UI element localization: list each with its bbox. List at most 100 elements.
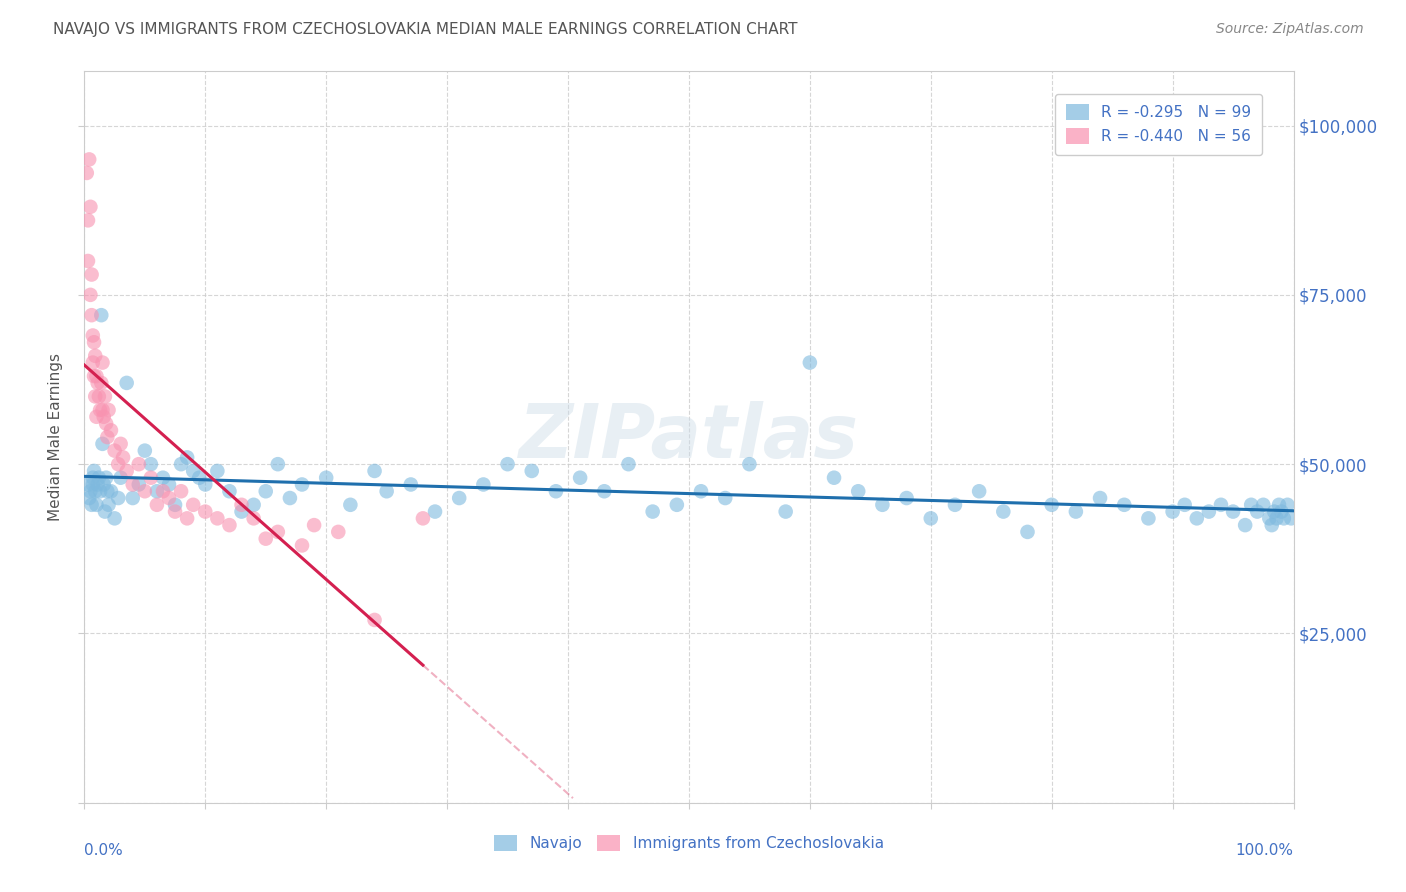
- Point: [1277, 498, 1299, 512]
- Point: [291, 477, 314, 491]
- Point: [181, 464, 204, 478]
- Point: [94, 417, 117, 431]
- Point: [107, 457, 129, 471]
- Point: [104, 443, 127, 458]
- Point: [146, 484, 169, 499]
- Point: [218, 484, 240, 499]
- Text: ZIPatlas: ZIPatlas: [519, 401, 859, 474]
- Point: [188, 471, 211, 485]
- Point: [1017, 524, 1039, 539]
- Point: [94, 471, 117, 485]
- Point: [121, 477, 143, 491]
- Text: NAVAJO VS IMMIGRANTS FROM CZECHOSLOVAKIA MEDIAN MALE EARNINGS CORRELATION CHART: NAVAJO VS IMMIGRANTS FROM CZECHOSLOVAKIA…: [53, 22, 799, 37]
- Point: [1040, 498, 1063, 512]
- Point: [291, 538, 314, 552]
- Point: [943, 498, 966, 512]
- Point: [86, 409, 108, 424]
- Point: [231, 505, 253, 519]
- Point: [690, 484, 713, 499]
- Point: [80, 308, 103, 322]
- Point: [254, 484, 277, 499]
- Point: [134, 443, 156, 458]
- Point: [121, 491, 143, 505]
- Point: [218, 518, 240, 533]
- Point: [93, 477, 115, 491]
- Point: [617, 457, 640, 471]
- Point: [738, 457, 761, 471]
- Point: [76, 166, 98, 180]
- Point: [128, 477, 150, 491]
- Point: [176, 450, 198, 465]
- Point: [110, 437, 132, 451]
- Point: [77, 254, 100, 268]
- Point: [79, 200, 101, 214]
- Point: [80, 498, 103, 512]
- Point: [1161, 505, 1184, 519]
- Point: [134, 484, 156, 499]
- Point: [315, 471, 337, 485]
- Point: [254, 532, 277, 546]
- Point: [82, 471, 104, 485]
- Point: [89, 403, 111, 417]
- Point: [1209, 498, 1232, 512]
- Point: [146, 498, 169, 512]
- Point: [993, 505, 1015, 519]
- Point: [90, 376, 112, 390]
- Point: [1265, 511, 1288, 525]
- Point: [87, 471, 110, 485]
- Point: [1272, 511, 1295, 525]
- Point: [181, 498, 204, 512]
- Point: [77, 213, 100, 227]
- Point: [1064, 505, 1087, 519]
- Point: [90, 308, 112, 322]
- Point: [1234, 518, 1257, 533]
- Point: [83, 369, 105, 384]
- Point: [423, 505, 446, 519]
- Point: [375, 484, 398, 499]
- Point: [1279, 511, 1302, 525]
- Point: [157, 477, 180, 491]
- Point: [91, 403, 114, 417]
- Point: [79, 288, 101, 302]
- Point: [91, 437, 114, 451]
- Legend: Navajo, Immigrants from Czechoslovakia: Navajo, Immigrants from Czechoslovakia: [488, 830, 890, 857]
- Point: [449, 491, 471, 505]
- Point: [86, 477, 108, 491]
- Point: [82, 477, 104, 491]
- Point: [84, 389, 107, 403]
- Text: 100.0%: 100.0%: [1236, 843, 1294, 858]
- Point: [152, 471, 174, 485]
- Point: [328, 524, 350, 539]
- Point: [1253, 498, 1275, 512]
- Point: [267, 524, 290, 539]
- Point: [93, 409, 115, 424]
- Point: [139, 457, 162, 471]
- Point: [86, 376, 108, 390]
- Point: [194, 477, 217, 491]
- Point: [79, 484, 101, 499]
- Point: [1114, 498, 1136, 512]
- Point: [302, 518, 325, 533]
- Point: [97, 403, 120, 417]
- Point: [165, 505, 187, 519]
- Point: [115, 376, 138, 390]
- Point: [1222, 505, 1244, 519]
- Point: [96, 430, 118, 444]
- Point: [1261, 518, 1284, 533]
- Point: [82, 355, 104, 369]
- Point: [665, 498, 688, 512]
- Point: [231, 498, 253, 512]
- Point: [207, 511, 229, 525]
- Point: [83, 464, 105, 478]
- Point: [91, 355, 114, 369]
- Point: [1174, 498, 1197, 512]
- Point: [1137, 511, 1160, 525]
- Point: [1246, 505, 1268, 519]
- Point: [896, 491, 918, 505]
- Point: [1088, 491, 1111, 505]
- Point: [94, 505, 117, 519]
- Point: [1198, 505, 1220, 519]
- Point: [87, 389, 110, 403]
- Point: [799, 355, 821, 369]
- Point: [544, 484, 567, 499]
